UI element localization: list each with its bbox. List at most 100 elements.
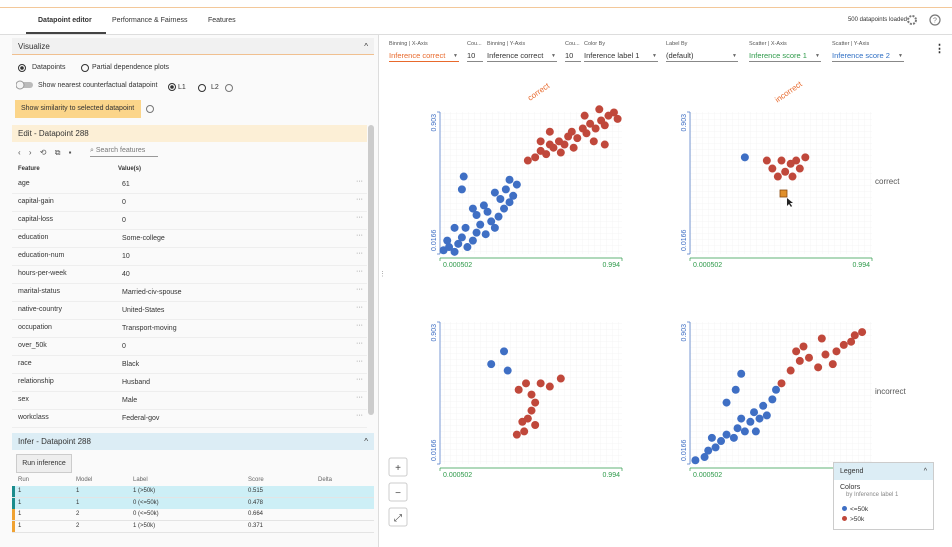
run-inference-button[interactable]: Run inference bbox=[16, 454, 72, 473]
control-label: Label By bbox=[666, 41, 688, 47]
datapoint bbox=[468, 204, 477, 213]
tab[interactable]: Datapoint editor bbox=[38, 17, 92, 24]
row-menu[interactable]: ··· bbox=[356, 340, 363, 347]
row-menu[interactable]: ··· bbox=[356, 232, 363, 239]
infer-row bbox=[12, 497, 374, 510]
control-value[interactable]: Inference score 2 bbox=[832, 51, 890, 60]
row-menu[interactable]: ··· bbox=[356, 358, 363, 365]
datapoint bbox=[795, 164, 804, 173]
control-value[interactable]: 10 bbox=[565, 51, 574, 60]
control-value[interactable]: Inference score 1 bbox=[749, 51, 807, 60]
dropdown-arrow[interactable]: ▼ bbox=[732, 53, 737, 59]
collapse[interactable]: ^ bbox=[364, 437, 368, 446]
datapoint bbox=[463, 243, 472, 252]
section-title: Infer - Datapoint 288 bbox=[18, 437, 91, 446]
collapse[interactable]: ^ bbox=[364, 42, 368, 51]
control-value[interactable]: Inference label 1 bbox=[584, 51, 640, 60]
row-divider bbox=[12, 391, 367, 392]
datapoint bbox=[768, 395, 777, 404]
toggle-knob bbox=[16, 80, 25, 90]
row-menu[interactable]: ··· bbox=[356, 412, 363, 419]
feature-value: 40 bbox=[122, 271, 130, 278]
edit-toolbar[interactable]: ‹ › ⟲ ⧉ ▪ bbox=[18, 148, 75, 157]
control-underline bbox=[832, 61, 904, 62]
feature-name: race bbox=[18, 360, 32, 367]
control-value[interactable]: (default) bbox=[666, 51, 694, 60]
dropdown-arrow[interactable]: ▼ bbox=[551, 53, 556, 59]
search-box[interactable]: ⌕ Search features bbox=[90, 147, 158, 157]
info-icon[interactable] bbox=[225, 84, 233, 92]
datapoint bbox=[591, 124, 600, 133]
infer-cell: 1 bbox=[18, 488, 22, 494]
feature-value: 10 bbox=[122, 253, 130, 260]
datapoint bbox=[514, 385, 523, 394]
datapoint bbox=[512, 430, 521, 439]
dropdown-arrow[interactable]: ▼ bbox=[898, 53, 903, 59]
radio[interactable] bbox=[198, 84, 206, 92]
row-menu[interactable]: ··· bbox=[356, 214, 363, 221]
dropdown-arrow[interactable]: ▼ bbox=[652, 53, 657, 59]
datapoint bbox=[586, 119, 595, 128]
legend-header[interactable]: Legend ^ bbox=[834, 463, 933, 480]
control-value[interactable]: Inference correct bbox=[389, 51, 446, 60]
scrollbar[interactable] bbox=[368, 125, 374, 415]
radio[interactable] bbox=[81, 64, 89, 72]
infer-header[interactable]: Infer - Datapoint 288 ^ bbox=[12, 433, 374, 450]
tab[interactable]: Features bbox=[208, 17, 236, 24]
infer-row bbox=[12, 486, 374, 498]
cursor bbox=[787, 198, 793, 207]
datapoint bbox=[850, 331, 859, 340]
feature-name: education bbox=[18, 234, 49, 241]
similarity-button[interactable]: Show similarity to selected datapoint bbox=[15, 100, 141, 118]
datapoint bbox=[505, 175, 514, 184]
help-icon[interactable] bbox=[929, 14, 941, 26]
visualize-header[interactable]: Visualize ^ bbox=[12, 38, 374, 55]
datapoint bbox=[801, 153, 810, 162]
legend-subtitle: by Inference label 1 bbox=[846, 492, 899, 498]
row-menu[interactable]: ··· bbox=[356, 178, 363, 185]
row-menu[interactable]: ··· bbox=[356, 268, 363, 275]
datapoint bbox=[527, 390, 536, 399]
facet-plot: correct incorrect correct incorrect 0.000502… bbox=[388, 79, 906, 527]
column-header: Model bbox=[76, 477, 93, 483]
datapoint bbox=[832, 347, 841, 356]
row-menu[interactable]: ··· bbox=[356, 322, 363, 329]
datapoint bbox=[773, 172, 782, 181]
infer-row bbox=[12, 509, 374, 521]
zoom-button[interactable] bbox=[388, 457, 408, 477]
more-menu[interactable]: ⋮ bbox=[934, 43, 945, 55]
control-value[interactable]: Inference correct bbox=[487, 51, 544, 60]
settings-icon[interactable] bbox=[907, 15, 917, 25]
run-color bbox=[12, 497, 15, 509]
row-menu[interactable]: ··· bbox=[356, 376, 363, 383]
datapoint bbox=[740, 153, 749, 162]
radio[interactable] bbox=[168, 83, 176, 91]
dropdown-arrow[interactable]: ▼ bbox=[815, 53, 820, 59]
zoom-button[interactable] bbox=[388, 482, 408, 502]
datapoint bbox=[847, 337, 856, 346]
tab[interactable]: Performance & Fairness bbox=[112, 17, 188, 24]
row-menu[interactable]: ··· bbox=[356, 250, 363, 257]
y-tick-label: 0.0166 bbox=[431, 229, 438, 251]
datapoint bbox=[556, 148, 565, 157]
dropdown-arrow[interactable]: ▼ bbox=[453, 53, 458, 59]
row-menu[interactable]: ··· bbox=[356, 304, 363, 311]
collapse[interactable]: ^ bbox=[923, 468, 927, 475]
datapoint bbox=[804, 353, 813, 362]
splitter[interactable]: ⋮ bbox=[379, 271, 386, 278]
toggle-label: Show nearest counterfactual datapoint bbox=[38, 82, 158, 89]
control-underline bbox=[584, 61, 658, 62]
control-value[interactable]: 10 bbox=[467, 51, 476, 60]
datapoint bbox=[483, 207, 492, 216]
x-tick-label: 0.994 bbox=[852, 262, 870, 269]
zoom-button[interactable] bbox=[388, 507, 408, 527]
datapoint bbox=[459, 172, 468, 181]
datapoint bbox=[556, 374, 565, 383]
row-menu[interactable]: ··· bbox=[356, 196, 363, 203]
radio[interactable] bbox=[18, 64, 26, 72]
datapoint bbox=[768, 164, 777, 173]
zoom-glyph: + bbox=[395, 463, 401, 474]
row-menu[interactable]: ··· bbox=[356, 394, 363, 401]
row-menu[interactable]: ··· bbox=[356, 286, 363, 293]
